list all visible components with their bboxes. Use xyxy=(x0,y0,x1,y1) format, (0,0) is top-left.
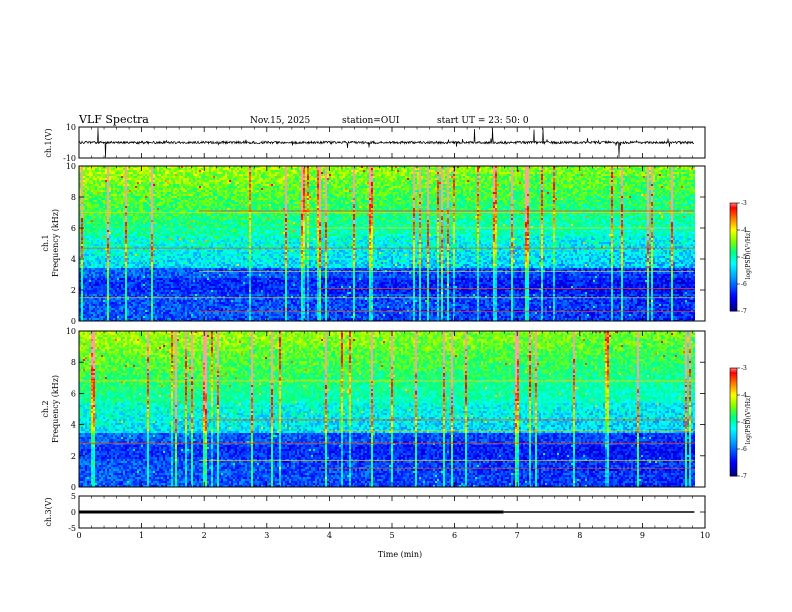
ch1-colorbar-tick-label: -6 xyxy=(741,281,747,288)
ch2-spectrogram-ylabel-frequency: Frequency (kHz) xyxy=(51,375,60,443)
ch2-spectrogram-panel: 0 2 4 6 8 10 xyxy=(66,327,705,492)
ch1-spectrogram-ylabel-channel: ch.1 xyxy=(41,234,50,251)
time-tick-label-10: 10 xyxy=(700,531,710,540)
ch3-waveform-ytick-label: 0 xyxy=(71,508,76,517)
time-tick-label-6: 6 xyxy=(452,531,457,540)
ch2-colorbar-tick-label: -7 xyxy=(741,473,747,480)
ch3-waveform-ytick-label: 5 xyxy=(71,492,76,501)
recording-date: Nov.15, 2025 xyxy=(250,116,311,126)
time-tick-label-5: 5 xyxy=(389,531,394,540)
ch1-spectrogram-ytick-label: 2 xyxy=(71,286,76,295)
ch2-spectrogram-ytick-label: 6 xyxy=(71,389,76,398)
figure-title: VLF Spectra xyxy=(78,113,149,126)
ch1-colorbar-swatch xyxy=(730,203,737,205)
time-tick-label-0: 0 xyxy=(76,531,81,540)
ch2-spectrogram-ytick-label: 0 xyxy=(71,483,76,492)
ch3-waveform-ylabel: ch.3(V) xyxy=(44,497,53,526)
ch1-spectrogram-ytick-label: 8 xyxy=(71,193,76,202)
time-tick-label-3: 3 xyxy=(264,531,269,540)
ch2-spectrogram-ytick-label: 2 xyxy=(71,452,76,461)
ch1-colorbar-label: log(PSD)(V²/Hz) xyxy=(745,231,752,280)
ch2-spectrogram-ytick-label: 10 xyxy=(66,327,76,336)
ch1-waveform-panel: 10-10 xyxy=(63,123,705,163)
ch1-spectrogram-image xyxy=(79,166,705,322)
ch1-colorbar-tick-label: -7 xyxy=(741,308,747,315)
ch2-spectrogram-ylabel-channel: ch.2 xyxy=(41,400,50,417)
ch2-spectrogram-image xyxy=(79,331,705,487)
ch2-colorbar-tick-label: -3 xyxy=(741,365,747,372)
ch2-spectrogram-ytick-label: 8 xyxy=(71,358,76,367)
ch1-spectrogram-ytick-label: 6 xyxy=(71,224,76,233)
time-tick-label-7: 7 xyxy=(515,531,520,540)
station-label: station=OUI xyxy=(342,116,400,126)
ch3-waveform-ytick-label: -5 xyxy=(68,524,76,533)
ch1-spectrogram-ytick-label: 10 xyxy=(66,162,76,171)
time-axis-label: Time (min) xyxy=(378,550,422,559)
ch1-waveform-ytick-label: 10 xyxy=(66,123,76,132)
start-time-label: start UT = 23: 50: 0 xyxy=(437,116,529,126)
ch2-spectrogram-ytick-label: 4 xyxy=(71,421,76,430)
time-tick-label-1: 1 xyxy=(139,531,144,540)
ch1-spectrogram-ytick-label: 4 xyxy=(71,255,76,264)
ch1-spectrogram-panel: 0 2 4 6 8 10 xyxy=(66,162,705,326)
time-tick-label-8: 8 xyxy=(577,531,582,540)
ch2-colorbar-tick-label: -6 xyxy=(741,446,747,453)
ch1-spectrogram-ytick-label: 0 xyxy=(71,317,76,326)
ch2-colorbar-swatch xyxy=(730,368,737,370)
time-tick-label-2: 2 xyxy=(202,531,207,540)
time-tick-label-9: 9 xyxy=(640,531,645,540)
ch1-waveform-trace xyxy=(79,128,694,157)
ch1-spectrogram-ylabel-frequency: Frequency (kHz) xyxy=(51,209,60,277)
ch1-waveform-ylabel: ch.1(V) xyxy=(44,128,53,157)
time-tick-label-4: 4 xyxy=(327,531,332,540)
ch1-colorbar-tick-label: -3 xyxy=(741,200,747,207)
ch2-colorbar-label: log(PSD)(V²/Hz) xyxy=(745,396,752,445)
